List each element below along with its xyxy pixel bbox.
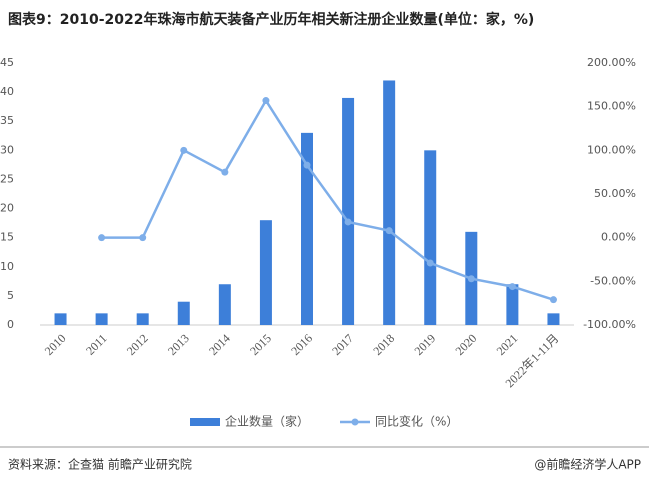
y2-tick-label: 0.00% xyxy=(601,231,636,244)
y-tick-label: 35 xyxy=(0,114,14,127)
y2-tick-label: 100.00% xyxy=(587,143,636,156)
y2-tick-label: -50.00% xyxy=(590,274,636,287)
line-point xyxy=(508,283,516,291)
line-point xyxy=(426,259,434,267)
bar xyxy=(95,313,108,325)
bar xyxy=(547,313,560,325)
legend-swatch xyxy=(351,418,359,426)
line-point xyxy=(303,161,311,169)
bar xyxy=(342,97,355,325)
bar xyxy=(54,313,67,325)
line xyxy=(101,98,554,301)
line-point xyxy=(344,218,352,226)
bar xyxy=(177,301,190,325)
x-tick-label: 2015 xyxy=(247,331,274,358)
bar xyxy=(218,284,231,325)
y-tick-label: 40 xyxy=(0,85,14,98)
x-tick-label: 2012 xyxy=(124,331,151,358)
bar xyxy=(136,313,149,325)
credit: @前瞻经济学人APP xyxy=(534,457,641,472)
bar xyxy=(506,284,519,325)
y2-tick-label: -100.00% xyxy=(583,318,636,331)
x-tick-label: 2018 xyxy=(370,331,397,358)
x-tick-label: 2020 xyxy=(453,331,480,358)
y-tick-label: 0 xyxy=(7,318,14,331)
chart-title: 图表9：2010-2022年珠海市航天装备产业历年相关新注册企业数量(单位：家，… xyxy=(8,11,534,28)
line-point xyxy=(549,296,557,304)
legend-label: 同比变化（%） xyxy=(375,414,458,429)
line-point xyxy=(98,234,106,242)
bar xyxy=(301,132,313,325)
y-tick-label: 30 xyxy=(0,143,14,156)
x-tick-label: 2013 xyxy=(165,331,192,358)
line-point xyxy=(139,234,147,242)
x-tick-label: 2017 xyxy=(329,331,356,358)
bar xyxy=(259,220,272,325)
x-tick-label: 2019 xyxy=(411,331,438,358)
y-tick-label: 10 xyxy=(0,260,14,273)
y-tick-label: 25 xyxy=(0,172,14,185)
y-tick-label: 5 xyxy=(7,289,14,302)
x-tick-label: 2014 xyxy=(206,331,233,358)
x-tick-label: 2011 xyxy=(83,331,110,358)
line-point xyxy=(385,227,393,235)
y-tick-label: 15 xyxy=(0,231,14,244)
source: 资料来源：企查猫 前瞻产业研究院 xyxy=(8,457,192,472)
line-point xyxy=(467,275,475,283)
legend-swatch xyxy=(190,418,220,426)
bar xyxy=(383,80,396,325)
legend-label: 企业数量（家） xyxy=(225,414,309,429)
y2-tick-label: 150.00% xyxy=(587,100,636,113)
x-tick-label: 2016 xyxy=(288,331,315,358)
y2-tick-label: 50.00% xyxy=(594,187,636,200)
y-tick-label: 20 xyxy=(0,202,14,215)
bar xyxy=(424,150,437,325)
line-point xyxy=(262,97,270,105)
x-tick-label: 2010 xyxy=(42,331,69,358)
line-point xyxy=(221,168,229,176)
y-tick-label: 45 xyxy=(0,56,14,69)
y2-tick-label: 200.00% xyxy=(587,56,636,69)
x-tick-label: 2021 xyxy=(494,331,521,358)
line-point xyxy=(180,146,188,154)
